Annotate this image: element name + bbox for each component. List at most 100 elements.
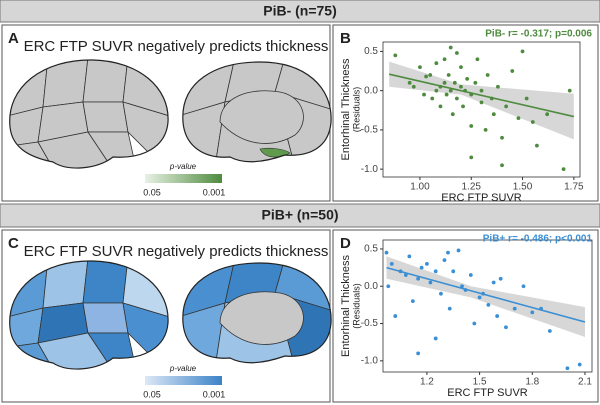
data-point (500, 163, 504, 168)
data-point (545, 112, 550, 117)
data-point (477, 295, 482, 300)
fit-line (388, 73, 575, 118)
data-point (425, 261, 429, 266)
data-point (418, 65, 422, 70)
data-point (454, 96, 459, 101)
brain-medial-wall (219, 90, 304, 144)
panel-title: ERC FTP SUVR negatively predicts thickne… (24, 243, 329, 260)
section-header-bg (0, 203, 600, 228)
x-axis-label: ERC FTP SUVR (447, 387, 528, 399)
data-point (565, 366, 570, 371)
data-point (479, 100, 484, 105)
brain-regions (182, 263, 332, 363)
data-point (442, 80, 447, 85)
x-tick-label: 2.1 (578, 377, 592, 388)
annotation: PiB- r= -0.317; p=0.006 (485, 29, 592, 40)
y-tick-label: 0.5 (364, 46, 378, 57)
data-point (454, 51, 459, 55)
data-point (393, 53, 398, 58)
y-tick-label: -0.5 (361, 125, 379, 136)
colorbar-label: 0.05 (143, 389, 161, 399)
data-point (384, 250, 389, 255)
y-tick-label: -0.5 (361, 318, 379, 329)
data-point (535, 143, 539, 148)
y-axis-label: Entorhinal Thickness (340, 58, 352, 160)
colorbar (145, 376, 222, 385)
data-point (461, 104, 465, 109)
data-point (547, 329, 552, 333)
data-point (530, 310, 535, 315)
plot-border (382, 239, 593, 373)
brain-outline (9, 59, 169, 169)
data-point (520, 49, 525, 54)
data-point (460, 284, 464, 289)
panel-letter: D (340, 235, 351, 252)
data-point (407, 80, 412, 85)
y-axis-label: Entorhinal Thickness (340, 255, 352, 357)
data-point (500, 135, 504, 140)
brain-medial-wall (219, 291, 304, 345)
section-header: PiB- (n=75) (263, 3, 337, 19)
data-point (403, 273, 408, 277)
plot-border (382, 41, 581, 178)
confidence-band (386, 256, 585, 337)
data-point (442, 258, 447, 263)
data-point (439, 291, 443, 296)
y-tick-label: 0.0 (364, 281, 378, 292)
colorbar-label: 0.001 (203, 389, 226, 399)
data-point (430, 96, 435, 101)
data-point (450, 112, 455, 117)
colorbar-title: p-value (169, 364, 197, 373)
panel-title: ERC FTP SUVR negatively predicts thickne… (24, 38, 329, 55)
y-tick-label: 0.0 (364, 85, 378, 96)
data-point (416, 276, 421, 281)
x-tick-label: 1.2 (420, 377, 434, 388)
data-point (444, 92, 449, 97)
y-axis-sublabel: (Residuals) (351, 87, 361, 133)
data-point (407, 254, 412, 259)
data-point (448, 45, 453, 50)
data-point (410, 299, 415, 304)
data-point (393, 314, 398, 318)
data-point (486, 302, 491, 307)
brain-outline (182, 61, 332, 163)
colorbar (145, 174, 222, 183)
colorbar-label: 0.001 (203, 187, 226, 197)
annotation: PiB+ r= -0.486; p<0.001 (483, 234, 593, 245)
data-point (524, 96, 529, 101)
data-point (483, 128, 488, 132)
colorbar-label: 0.05 (143, 187, 161, 197)
data-point (452, 80, 457, 85)
panel-letter: A (8, 30, 19, 47)
data-point (567, 88, 572, 93)
x-tick-label: 1.25 (462, 182, 482, 193)
data-point (456, 248, 461, 253)
data-point (473, 80, 478, 85)
data-point (438, 104, 443, 109)
x-tick-label: 1.00 (410, 182, 430, 193)
data-point (491, 112, 496, 117)
data-point (386, 284, 391, 289)
data-point (512, 306, 517, 311)
confidence-band (389, 61, 574, 140)
y-tick-label: -1.0 (361, 164, 379, 175)
data-point (516, 116, 521, 121)
data-point (496, 84, 500, 89)
data-point (469, 155, 474, 160)
data-point (495, 314, 500, 318)
x-axis-label: ERC FTP SUVR (441, 192, 522, 204)
brain-patch (259, 147, 291, 158)
fit-line (386, 266, 586, 323)
data-point (447, 306, 452, 311)
brain-outline (182, 262, 332, 364)
data-point (442, 57, 447, 62)
data-point (433, 336, 438, 341)
x-tick-label: 1.8 (525, 377, 539, 388)
data-point (424, 74, 428, 79)
data-point (389, 261, 394, 266)
data-point (446, 250, 450, 255)
data-point (451, 269, 456, 274)
x-tick-label: 1.50 (513, 182, 533, 193)
data-point (521, 284, 526, 289)
data-point (448, 88, 453, 93)
